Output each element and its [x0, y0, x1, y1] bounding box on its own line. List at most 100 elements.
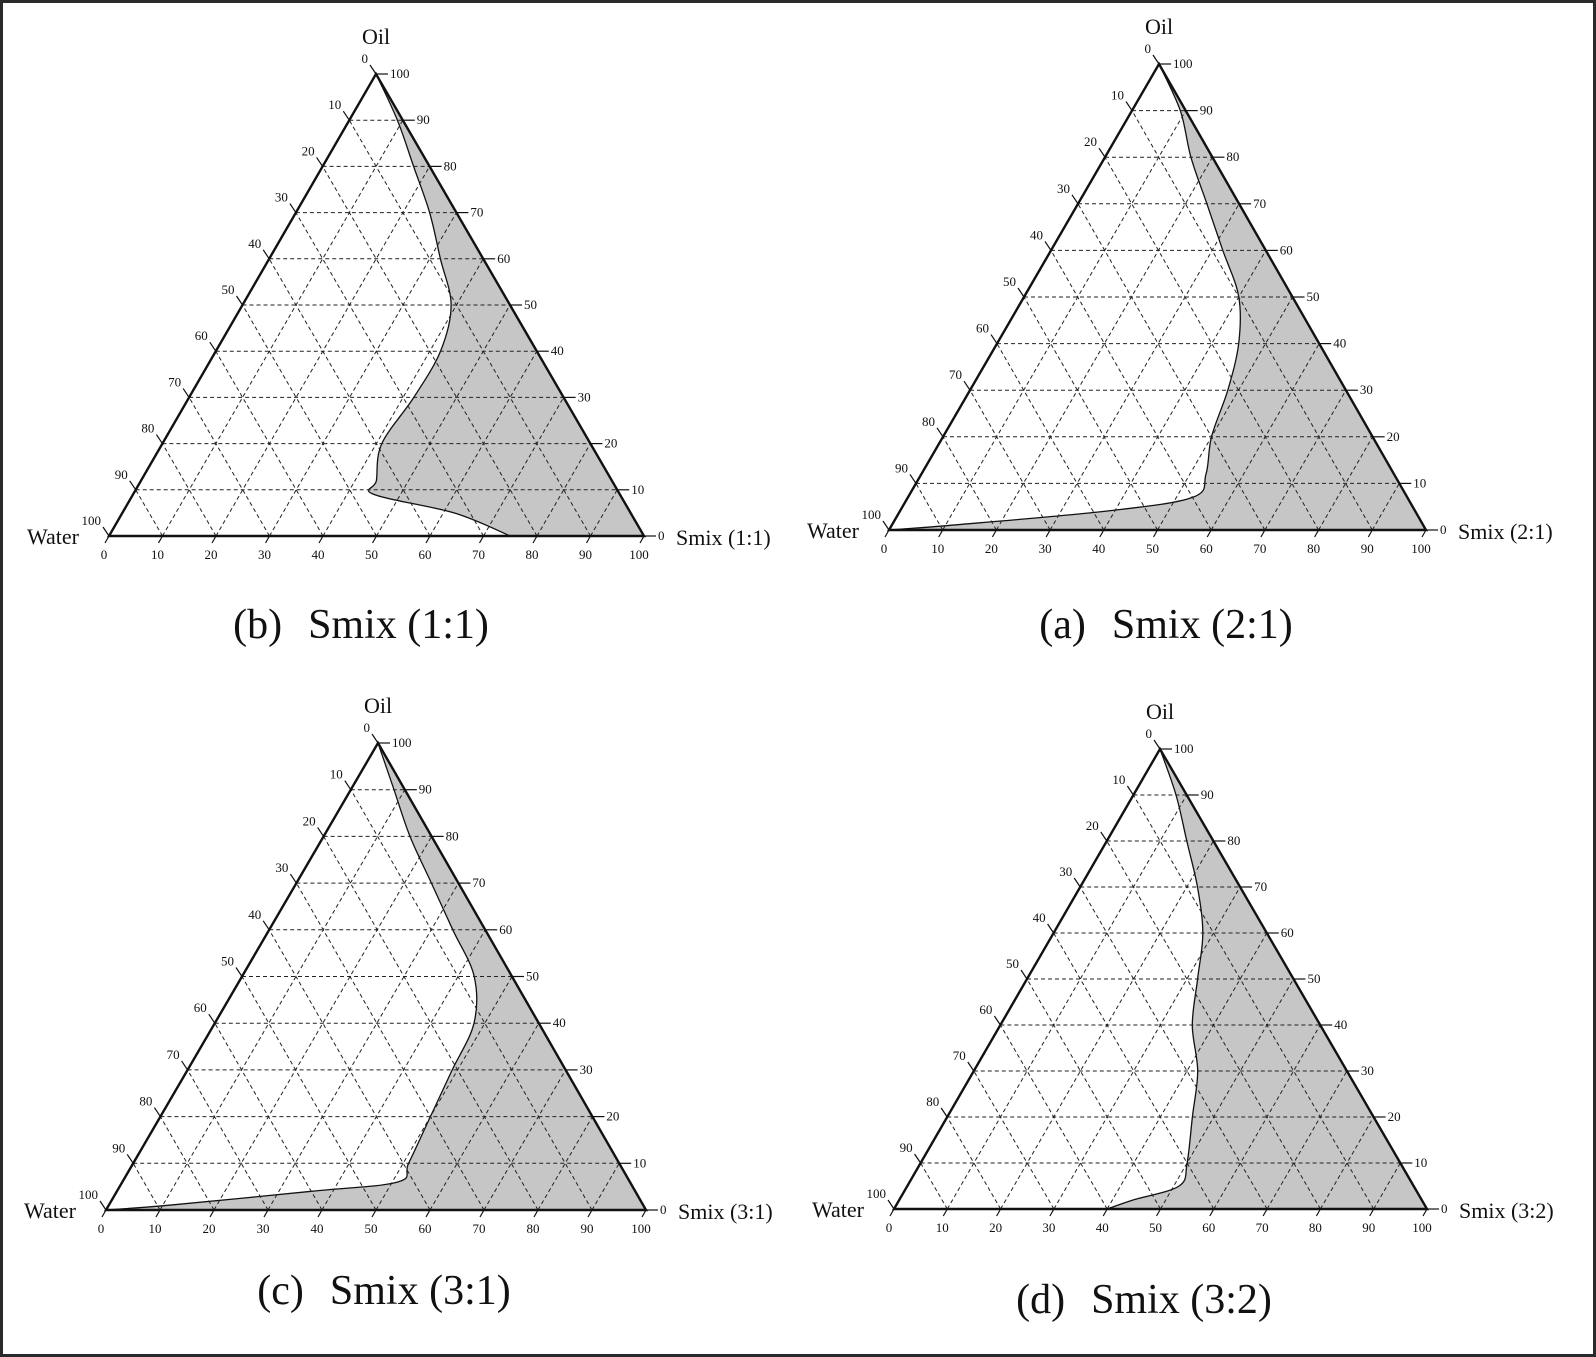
bottom-tick-label: 30	[1042, 1220, 1055, 1235]
left-tick-mark	[887, 1199, 895, 1210]
right-tick-label: 10	[631, 482, 644, 497]
bottom-tick-label: 30	[1039, 541, 1052, 556]
right-tick-label: 0	[1440, 522, 1447, 537]
left-tick-label: 40	[248, 236, 261, 251]
left-tick-mark	[1047, 923, 1055, 934]
grid-line-water-60	[214, 1022, 323, 1211]
ternary-chart-0: 0 10 20 30 40 50 60 70 80 90 100010203040506070809…	[27, 24, 771, 648]
bottom-tick-label: 80	[1307, 541, 1320, 556]
grid-line-water-60	[215, 350, 324, 537]
left-tick-label: 40	[248, 907, 261, 922]
bottom-tick-label: 60	[419, 547, 432, 562]
caption-text: Smix (3:2)	[1091, 1277, 1272, 1323]
left-tick-label: 20	[302, 143, 315, 158]
shaded-region	[889, 64, 1426, 530]
right-tick-label: 60	[499, 922, 512, 937]
bottom-tick-label: 40	[1096, 1220, 1109, 1235]
bottom-tick-mark	[371, 1209, 377, 1218]
bottom-tick-mark	[639, 535, 645, 544]
bottom-tick-mark	[1206, 529, 1212, 538]
grid-line-water-50	[1026, 978, 1161, 1210]
left-tick-label: 80	[139, 1094, 152, 1109]
bottom-tick-mark	[263, 1209, 269, 1218]
right-tick-label: 100	[392, 735, 412, 750]
right-tick-label: 50	[526, 969, 539, 984]
grid-line-water-80	[159, 1116, 215, 1211]
left-tick-mark	[1100, 831, 1108, 842]
left-tick-mark	[209, 341, 217, 352]
right-tick-label: 100	[1173, 56, 1193, 71]
left-tick-label: 80	[141, 421, 154, 436]
vertex-label-water: Water	[812, 1197, 865, 1222]
left-tick-label: 0	[1145, 41, 1152, 56]
right-tick-label: 20	[606, 1109, 619, 1124]
grid-line-smix-30	[269, 212, 457, 537]
left-tick-mark	[153, 1107, 161, 1117]
bottom-tick-mark	[889, 1208, 895, 1217]
right-tick-label: 100	[390, 66, 410, 81]
left-tick-label: 30	[275, 860, 288, 875]
bottom-tick-label: 30	[257, 1221, 270, 1236]
grid-line-water-60	[999, 1024, 1108, 1210]
right-tick-label: 10	[1413, 475, 1426, 490]
left-tick-mark	[344, 780, 352, 791]
grid-line-smix-50	[376, 304, 511, 537]
right-tick-label: 50	[524, 297, 537, 312]
right-tick-label: 70	[470, 205, 483, 220]
grid-line-smix-70	[1264, 389, 1347, 531]
grid-line-water-60	[996, 343, 1105, 531]
grid-line-water-70	[188, 397, 270, 537]
bottom-tick-mark	[942, 1208, 948, 1217]
right-tick-label: 40	[1334, 1017, 1347, 1032]
grid-line-water-40	[268, 929, 431, 1211]
caption-letter: (a)	[1039, 602, 1086, 648]
left-tick-label: 40	[1033, 910, 1046, 925]
left-tick-mark	[1020, 969, 1028, 980]
left-tick-mark	[369, 64, 377, 75]
bottom-tick-label: 40	[1092, 541, 1105, 556]
bottom-tick-mark	[641, 1209, 647, 1218]
grid-line-water-90	[132, 1163, 161, 1211]
caption-letter: (c)	[257, 1268, 304, 1314]
bottom-tick-mark	[425, 535, 431, 544]
phase-boundary-curve	[105, 742, 478, 1211]
bottom-tick-label: 60	[1202, 1220, 1215, 1235]
grid-line-smix-90	[590, 489, 618, 537]
right-tick-label: 80	[444, 158, 457, 173]
vertex-label-water: Water	[27, 524, 80, 549]
vertex-label-smix: Smix (3:2)	[1459, 1198, 1554, 1223]
right-tick-label: 70	[472, 875, 485, 890]
vertex-label-smix: Smix (1:1)	[676, 525, 771, 550]
bottom-tick-mark	[587, 1209, 593, 1218]
grid-line-smix-30	[267, 882, 459, 1211]
bottom-tick-label: 10	[151, 547, 164, 562]
grid-line-smix-90	[1371, 483, 1400, 531]
left-tick-mark	[317, 827, 325, 837]
bottom-tick-mark	[1102, 1208, 1108, 1217]
bottom-tick-label: 0	[98, 1221, 105, 1236]
grid-line-water-50	[242, 304, 377, 537]
grid-line-water-80	[942, 436, 997, 531]
grid-line-water-10	[1132, 794, 1375, 1210]
right-tick-label: 20	[604, 436, 617, 451]
left-tick-mark	[993, 1015, 1001, 1026]
panel-caption: (a) Smix (2:1)	[1039, 602, 1292, 648]
grid-line-smix-60	[1213, 1024, 1321, 1210]
bottom-tick-label: 50	[1146, 541, 1159, 556]
grid-line-water-10	[348, 119, 591, 537]
grid-line-water-20	[323, 836, 539, 1211]
left-tick-label: 90	[900, 1140, 913, 1155]
left-tick-label: 60	[195, 328, 208, 343]
bottom-tick-label: 60	[1200, 541, 1213, 556]
caption-letter: (d)	[1016, 1277, 1065, 1323]
left-tick-mark	[1044, 241, 1052, 251]
right-tick-label: 0	[1441, 1201, 1448, 1216]
grid-line-smix-10	[946, 794, 1188, 1210]
left-tick-mark	[289, 873, 297, 884]
left-tick-mark	[181, 1060, 189, 1071]
bottom-tick-label: 70	[1256, 1220, 1269, 1235]
bottom-tick-label: 60	[419, 1221, 432, 1236]
bottom-tick-mark	[479, 1209, 485, 1218]
bottom-tick-mark	[425, 1209, 431, 1218]
